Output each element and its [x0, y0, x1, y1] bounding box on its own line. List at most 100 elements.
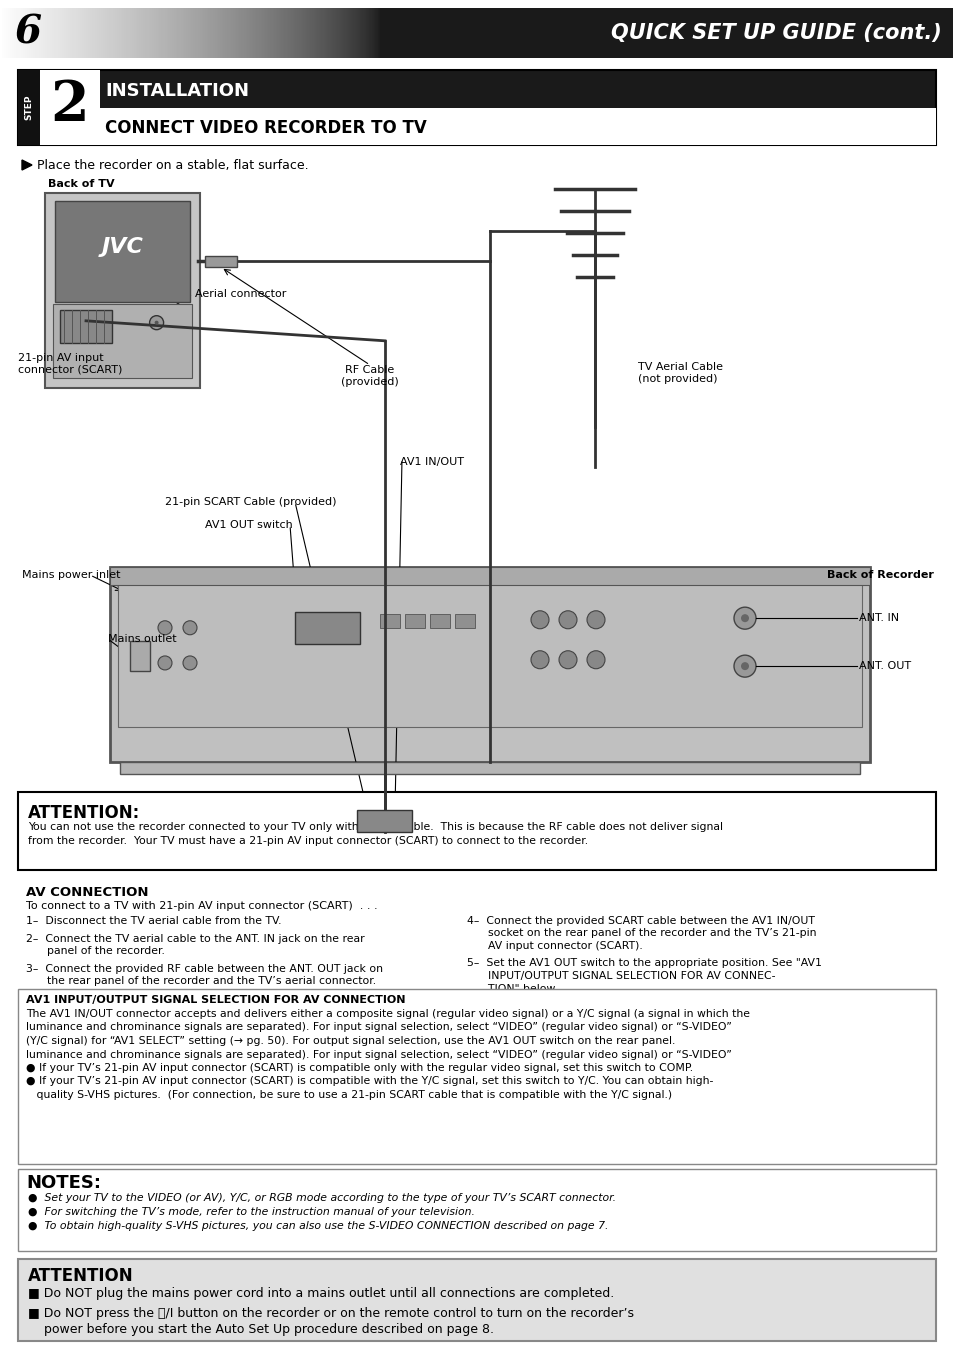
Text: power before you start the Auto Set Up procedure described on page 8.: power before you start the Auto Set Up p…	[44, 1323, 494, 1336]
Bar	[351, 8, 352, 58]
Bar	[253, 8, 254, 58]
Bar	[234, 8, 235, 58]
Bar	[430, 614, 450, 627]
Bar	[350, 8, 351, 58]
Circle shape	[183, 656, 196, 670]
Bar	[225, 8, 226, 58]
Bar	[45, 193, 200, 389]
Bar	[182, 8, 183, 58]
Bar	[183, 8, 184, 58]
Bar	[255, 8, 256, 58]
Bar	[186, 8, 187, 58]
Bar	[281, 8, 282, 58]
Bar	[377, 8, 378, 58]
Bar	[341, 8, 343, 58]
Bar	[296, 8, 297, 58]
Bar	[288, 8, 289, 58]
Bar	[146, 8, 147, 58]
Bar	[221, 8, 222, 58]
Bar	[129, 8, 130, 58]
Bar	[371, 8, 372, 58]
Bar	[39, 8, 40, 58]
Bar	[49, 8, 50, 58]
Bar	[347, 8, 348, 58]
Bar	[187, 8, 188, 58]
Bar	[196, 8, 198, 58]
Bar	[372, 8, 373, 58]
Text: Back of Recorder: Back of Recorder	[826, 571, 933, 580]
Bar	[376, 8, 377, 58]
Bar	[145, 8, 146, 58]
Bar	[127, 8, 128, 58]
Bar	[295, 8, 296, 58]
Bar	[367, 8, 368, 58]
Bar	[329, 8, 330, 58]
Bar	[373, 8, 374, 58]
Bar	[340, 8, 341, 58]
Bar	[263, 8, 264, 58]
Bar	[136, 8, 137, 58]
Bar	[117, 8, 118, 58]
Bar	[233, 8, 234, 58]
Bar	[215, 8, 216, 58]
Bar	[157, 8, 158, 58]
Bar	[29, 8, 30, 58]
Bar	[378, 8, 379, 58]
Bar	[76, 8, 77, 58]
Bar	[89, 8, 90, 58]
Bar	[107, 8, 108, 58]
Text: AV1 INPUT/OUTPUT SIGNAL SELECTION FOR AV CONNECTION: AV1 INPUT/OUTPUT SIGNAL SELECTION FOR AV…	[26, 996, 405, 1005]
Bar	[70, 8, 71, 58]
Bar	[167, 8, 168, 58]
Circle shape	[740, 614, 748, 622]
Bar	[115, 8, 116, 58]
Bar	[36, 8, 37, 58]
Bar	[241, 8, 242, 58]
Bar	[142, 8, 143, 58]
Bar	[53, 304, 192, 378]
Text: ●  Set your TV to the VIDEO (or AV), Y/C, or RGB mode according to the type of y: ● Set your TV to the VIDEO (or AV), Y/C,…	[28, 1193, 616, 1203]
Bar	[18, 8, 19, 58]
Text: ● If your TV’s 21-pin AV input connector (SCART) is compatible only with the reg: ● If your TV’s 21-pin AV input connector…	[26, 1063, 693, 1072]
Text: ● If your TV’s 21-pin AV input connector (SCART) is compatible with the Y/C sign: ● If your TV’s 21-pin AV input connector…	[26, 1077, 713, 1086]
Bar	[130, 8, 131, 58]
Bar	[60, 8, 61, 58]
Bar	[298, 8, 299, 58]
Text: Mains power inlet: Mains power inlet	[22, 571, 120, 580]
Bar	[405, 614, 424, 627]
Bar	[118, 567, 862, 727]
Bar	[139, 8, 140, 58]
Bar	[150, 8, 151, 58]
Text: TV Aerial Cable
(not provided): TV Aerial Cable (not provided)	[638, 362, 722, 383]
Circle shape	[531, 611, 548, 629]
Text: 21-pin AV input
connector (SCART): 21-pin AV input connector (SCART)	[18, 353, 122, 375]
Bar	[40, 70, 100, 144]
Bar	[205, 256, 236, 267]
Bar	[365, 8, 366, 58]
Bar	[284, 8, 285, 58]
Bar	[18, 1259, 935, 1341]
Text: STEP: STEP	[25, 94, 33, 120]
Bar	[32, 8, 33, 58]
Bar	[163, 8, 164, 58]
Bar	[258, 8, 260, 58]
Bar	[278, 8, 280, 58]
Text: 2: 2	[51, 78, 90, 134]
Bar	[205, 8, 206, 58]
Bar	[301, 8, 302, 58]
Text: 3–  Connect the provided RF cable between the ANT. OUT jack on: 3– Connect the provided RF cable between…	[26, 963, 382, 974]
Bar	[98, 8, 99, 58]
Bar	[194, 8, 195, 58]
Bar	[256, 8, 257, 58]
Bar	[244, 8, 245, 58]
Bar	[59, 8, 60, 58]
Bar	[265, 8, 266, 58]
Bar	[246, 8, 247, 58]
Bar	[170, 8, 171, 58]
Bar	[356, 8, 357, 58]
Bar	[252, 8, 253, 58]
Bar	[133, 8, 135, 58]
Bar	[273, 8, 274, 58]
Bar	[324, 8, 325, 58]
Bar	[335, 8, 336, 58]
